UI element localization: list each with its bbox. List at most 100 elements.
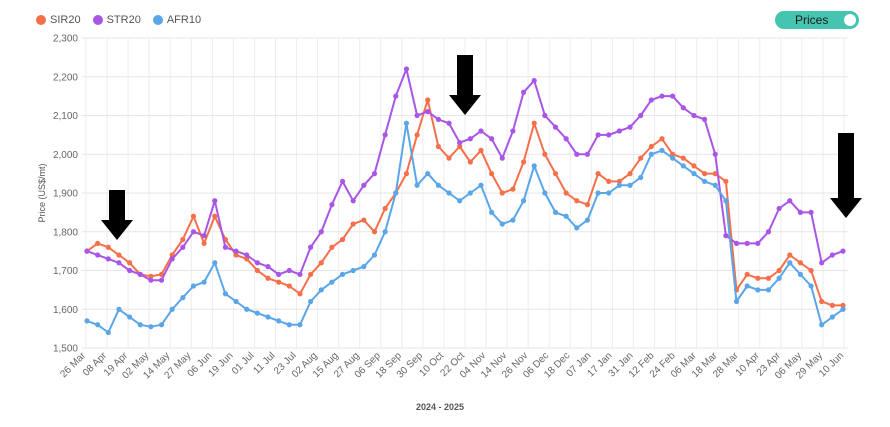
data-point-afr10 (276, 318, 282, 324)
legend-label-afr10: AFR10 (166, 14, 202, 26)
data-point-afr10 (542, 190, 548, 196)
data-point-sir20 (627, 171, 633, 177)
legend-item-sir20[interactable]: SIR20 (36, 14, 81, 26)
data-point-sir20 (595, 171, 601, 177)
legend-label-str20: STR20 (106, 14, 141, 26)
data-point-sir20 (425, 97, 431, 103)
data-point-afr10 (95, 322, 101, 328)
data-point-str20 (755, 240, 761, 246)
data-point-str20 (467, 136, 473, 142)
data-point-sir20 (542, 151, 548, 157)
data-point-afr10 (435, 182, 441, 188)
data-point-sir20 (616, 178, 622, 184)
y-tick-label: 1,500 (53, 344, 78, 355)
data-point-afr10 (254, 310, 260, 316)
data-point-afr10 (510, 217, 516, 223)
data-point-str20 (95, 252, 101, 258)
y-tick-label: 2,100 (53, 111, 78, 122)
data-point-sir20 (190, 213, 197, 219)
down-arrow-icon (101, 190, 133, 240)
data-point-afr10 (180, 295, 186, 301)
data-point-sir20 (606, 178, 612, 184)
data-point-sir20 (126, 260, 133, 266)
data-point-afr10 (595, 190, 601, 196)
data-point-afr10 (212, 260, 218, 266)
data-point-afr10 (499, 221, 505, 227)
data-point-afr10 (403, 120, 410, 126)
data-point-str20 (680, 105, 686, 111)
data-point-sir20 (584, 202, 591, 208)
data-point-sir20 (361, 217, 367, 223)
data-point-str20 (776, 205, 782, 212)
data-point-afr10 (382, 229, 388, 235)
data-point-str20 (84, 248, 90, 254)
data-point-afr10 (84, 318, 90, 324)
data-point-afr10 (840, 306, 846, 312)
data-point-str20 (339, 178, 346, 184)
data-point-sir20 (691, 163, 697, 169)
series-line-str20 (86, 68, 844, 282)
data-point-str20 (808, 209, 814, 215)
data-point-afr10 (350, 267, 356, 274)
data-point-str20 (414, 112, 420, 119)
data-point-sir20 (297, 291, 303, 297)
data-point-str20 (638, 112, 644, 119)
data-point-str20 (265, 264, 271, 270)
data-point-str20 (382, 132, 388, 138)
data-point-sir20 (403, 171, 410, 177)
data-point-afr10 (723, 198, 729, 204)
data-point-afr10 (244, 306, 250, 312)
data-point-sir20 (201, 240, 207, 246)
legend-item-afr10[interactable]: AFR10 (152, 14, 202, 26)
data-point-str20 (308, 244, 314, 250)
data-point-str20 (542, 112, 548, 119)
data-point-str20 (393, 93, 399, 99)
data-point-sir20 (574, 198, 580, 204)
prices-toggle-label: Prices (795, 13, 829, 27)
data-point-sir20 (840, 302, 846, 308)
data-point-afr10 (478, 182, 484, 188)
data-point-afr10 (201, 279, 207, 285)
legend: SIR20 STR20 AFR10 (36, 14, 201, 26)
data-point-str20 (169, 256, 175, 262)
data-point-sir20 (712, 171, 718, 177)
data-point-str20 (701, 116, 708, 122)
data-point-str20 (126, 267, 133, 274)
data-point-str20 (446, 120, 452, 126)
data-point-sir20 (116, 252, 122, 258)
data-point-str20 (137, 271, 143, 277)
data-point-str20 (659, 93, 665, 99)
data-point-sir20 (467, 159, 473, 165)
data-point-sir20 (797, 260, 804, 266)
data-point-str20 (606, 132, 612, 138)
prices-toggle[interactable]: Prices (775, 11, 859, 29)
data-point-str20 (254, 260, 260, 266)
data-point-afr10 (765, 287, 772, 293)
data-point-str20 (787, 198, 793, 204)
data-point-sir20 (244, 256, 250, 262)
data-point-str20 (190, 229, 197, 235)
data-point-sir20 (308, 271, 314, 277)
data-point-str20 (212, 198, 218, 204)
data-point-sir20 (105, 244, 111, 250)
data-point-str20 (670, 93, 676, 99)
y-tick-label: 2,300 (53, 34, 78, 45)
data-point-afr10 (169, 306, 175, 312)
data-point-afr10 (425, 171, 431, 177)
data-point-str20 (829, 252, 835, 258)
data-point-sir20 (829, 302, 835, 308)
data-point-str20 (520, 89, 527, 95)
legend-item-str20[interactable]: STR20 (92, 14, 141, 26)
data-point-str20 (180, 244, 186, 250)
data-point-sir20 (265, 275, 271, 281)
data-point-sir20 (680, 155, 686, 161)
data-point-afr10 (308, 298, 314, 305)
x-axis-title: 2024 - 2025 (416, 402, 464, 412)
y-tick-label: 2,200 (53, 72, 78, 83)
data-point-sir20 (723, 178, 729, 184)
data-point-afr10 (829, 314, 835, 320)
data-point-str20 (723, 233, 729, 239)
data-point-str20 (361, 182, 367, 188)
data-point-str20 (478, 128, 484, 134)
data-point-sir20 (414, 132, 420, 138)
